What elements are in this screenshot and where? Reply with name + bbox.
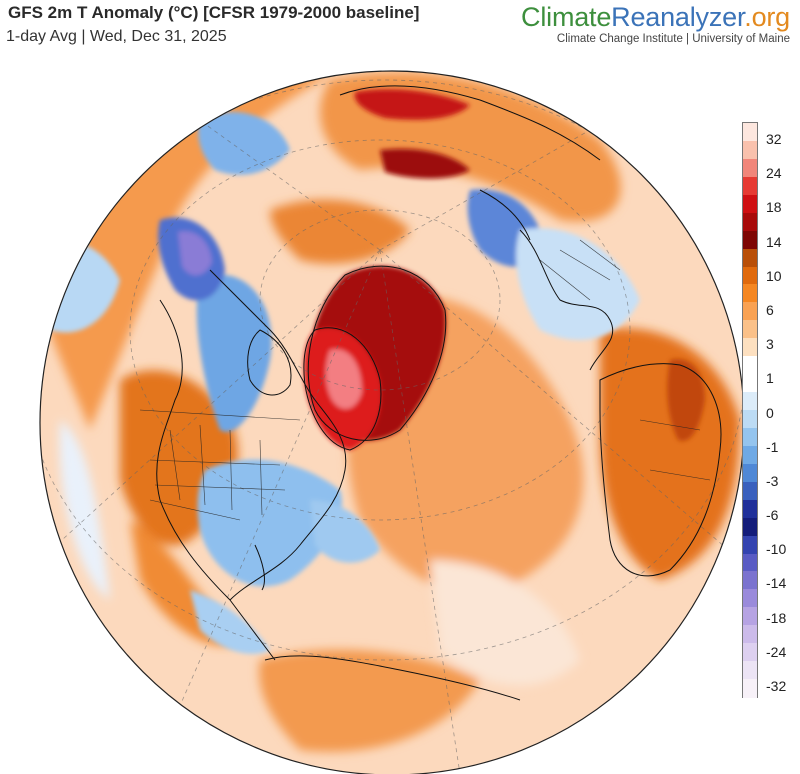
colorbar-segment	[743, 643, 757, 662]
map-title: GFS 2m T Anomaly (°C) [CFSR 1979-2000 ba…	[8, 3, 420, 22]
brand-tagline: Climate Change Institute | University of…	[556, 33, 790, 45]
map-subtitle: 1-day Avg | Wed, Dec 31, 2025	[6, 28, 227, 45]
colorbar-tick-label: 14	[766, 233, 782, 250]
colorbar-tick-label: 32	[766, 131, 782, 147]
colorbar-tick-label: 1	[766, 370, 774, 387]
colorbar-tick-label: -3	[766, 472, 779, 489]
graticule-lon-1	[379, 249, 461, 774]
colorbar-tick-label: 3	[766, 336, 774, 353]
colorbar-segment	[743, 158, 757, 178]
colorbar-tick-label: 6	[766, 301, 774, 318]
coastline-florida	[254, 544, 265, 591]
colorbar-segment	[743, 338, 757, 357]
coastline-siberia	[339, 85, 601, 161]
brand-logo[interactable]: ClimateReanalyzer.org	[521, 2, 790, 32]
colorbar-segment	[743, 356, 757, 375]
coastline-greenland	[307, 265, 447, 441]
colorbar-tick-label: -18	[766, 609, 787, 626]
colorbar-tick-label: -14	[766, 575, 787, 592]
colorbar-segment	[743, 302, 757, 321]
cold-region-eastern-us	[197, 459, 342, 587]
coastline-africa	[599, 363, 722, 577]
colorbar-segment	[743, 284, 757, 303]
graticule-lon-3	[379, 249, 741, 561]
colorbar-segment	[743, 589, 757, 608]
border-us-states-1	[169, 424, 263, 516]
colorbar-segment	[743, 517, 757, 537]
colorbar-tick-label: -24	[766, 643, 787, 660]
graticule-lon-6	[379, 89, 661, 251]
cold-region-europe	[516, 228, 640, 340]
colorbar-tick-label: -10	[766, 541, 787, 558]
coastline-south-america	[264, 655, 521, 701]
neutral-region-atlantic	[430, 560, 580, 686]
coastline-hudson-bay	[247, 329, 292, 396]
coastline-europe	[479, 189, 614, 371]
colorbar-segment	[743, 427, 757, 447]
warm-region-pacific	[40, 74, 330, 430]
warm-region-africa	[600, 328, 740, 580]
colorbar-segment	[743, 607, 757, 626]
colorbar-tick-label: -32	[766, 678, 787, 694]
colorbar-segment	[743, 571, 757, 590]
brand-logo-part1: Climate	[521, 2, 612, 32]
warm-region-arctic-ocean	[270, 199, 410, 264]
border-us-states-2	[149, 459, 286, 491]
cold-region-siberia-east	[198, 111, 290, 175]
hot-region-baffin-core	[325, 349, 362, 409]
cold-region-central-america	[190, 590, 270, 654]
colorbar-segment	[743, 266, 757, 285]
colorbar-tick-label: -1	[766, 438, 779, 455]
hot-region-siberia	[354, 89, 470, 120]
colorbar-segment	[743, 679, 757, 698]
colorbar-segment	[743, 535, 757, 554]
colorbar-segment	[743, 410, 757, 429]
colorbar-segment	[743, 499, 757, 519]
hot-region-siberia-2	[380, 148, 470, 179]
border-europe-1	[539, 239, 621, 301]
neutral-region-pacific-band	[59, 420, 110, 600]
colorbar-segment	[743, 374, 757, 393]
colorbar-legend	[742, 122, 758, 698]
colorbar-segment	[743, 463, 757, 483]
brand-logo-part2: Reanalyzer	[611, 2, 745, 32]
colorbar-segment	[743, 176, 757, 196]
colorbar-tick-label: 24	[766, 165, 782, 182]
colorbar-segment	[743, 661, 757, 680]
colorbar-segment	[743, 481, 757, 501]
colorbar-segment	[743, 248, 757, 267]
colorbar-segment	[743, 625, 757, 644]
border-us-mexico	[149, 499, 241, 521]
colorbar-segment	[743, 445, 757, 465]
colorbar-tick-label: -6	[766, 507, 779, 524]
colorbar-segment	[743, 140, 757, 160]
cold-region-alaska-core	[178, 231, 212, 276]
hot-region-east-africa	[667, 359, 705, 441]
colorbar-segment	[743, 194, 757, 214]
cold-region-atlantic-coast	[310, 500, 380, 563]
brand-block: ClimateReanalyzer.org Climate Change Ins…	[521, 2, 790, 45]
colorbar-segment	[743, 392, 757, 411]
colorbar-tick-label: 10	[766, 267, 782, 284]
colorbar-segment	[743, 553, 757, 572]
colorbar-segment	[743, 320, 757, 339]
colorbar-segment	[743, 212, 757, 232]
colorbar-tick-label: 0	[766, 404, 774, 421]
colorbar-tick-label: 18	[766, 199, 782, 216]
coastline-north-america	[156, 269, 347, 661]
colorbar-segment	[743, 123, 757, 142]
graticule-lat-2	[129, 139, 631, 521]
brand-logo-part3: .org	[744, 2, 790, 32]
cold-region-canada	[196, 274, 272, 432]
border-us-canada	[139, 409, 301, 421]
border-africa-1	[639, 419, 711, 481]
colorbar-segment	[743, 230, 757, 250]
graticule-lat-1	[259, 209, 501, 391]
coastline-baffin	[303, 327, 382, 451]
